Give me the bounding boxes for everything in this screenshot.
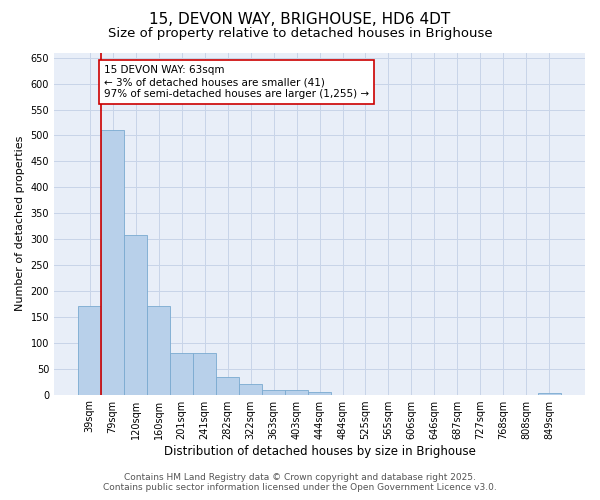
Bar: [124, 235, 147, 394]
Text: Size of property relative to detached houses in Brighouse: Size of property relative to detached ho…: [107, 28, 493, 40]
Bar: [101, 130, 124, 394]
Bar: [308, 392, 331, 394]
Bar: [147, 306, 170, 394]
Bar: [262, 390, 285, 394]
Bar: [78, 306, 101, 394]
X-axis label: Distribution of detached houses by size in Brighouse: Distribution of detached houses by size …: [164, 444, 475, 458]
Y-axis label: Number of detached properties: Number of detached properties: [15, 136, 25, 311]
Text: 15, DEVON WAY, BRIGHOUSE, HD6 4DT: 15, DEVON WAY, BRIGHOUSE, HD6 4DT: [149, 12, 451, 28]
Bar: [193, 353, 216, 395]
Bar: [216, 378, 239, 394]
Text: 15 DEVON WAY: 63sqm
← 3% of detached houses are smaller (41)
97% of semi-detache: 15 DEVON WAY: 63sqm ← 3% of detached hou…: [104, 66, 369, 98]
Bar: [239, 384, 262, 394]
Bar: [285, 390, 308, 394]
Text: Contains HM Land Registry data © Crown copyright and database right 2025.
Contai: Contains HM Land Registry data © Crown c…: [103, 473, 497, 492]
Bar: [170, 353, 193, 395]
Bar: [538, 392, 561, 394]
